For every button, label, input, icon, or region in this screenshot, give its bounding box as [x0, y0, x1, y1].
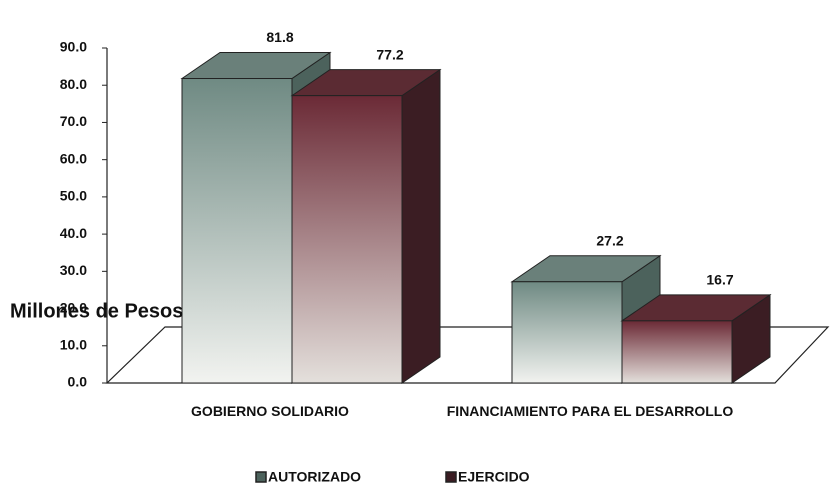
y-tick-label: 90.0	[60, 39, 87, 55]
y-axis-label: Millones de Pesos	[10, 300, 183, 322]
legend-label: EJERCIDO	[458, 469, 530, 485]
value-label: 81.8	[266, 29, 293, 45]
y-tick-label: 60.0	[60, 150, 87, 166]
bar	[620, 293, 772, 384]
y-tick-label: 10.0	[60, 336, 87, 352]
value-label: 77.2	[376, 46, 403, 62]
y-tick-label: 30.0	[60, 262, 87, 278]
y-tick-label: 80.0	[60, 76, 87, 92]
y-tick-label: 0.0	[68, 374, 88, 390]
y-tick-label: 50.0	[60, 188, 87, 204]
value-label: 16.7	[706, 272, 733, 288]
bar	[290, 68, 442, 384]
y-tick-label: 20.0	[60, 299, 87, 315]
bar-side	[401, 68, 441, 384]
y-tick-label: 70.0	[60, 113, 87, 129]
value-label: 27.2	[596, 232, 623, 248]
bar-front	[291, 95, 403, 384]
bar-front	[511, 281, 623, 384]
y-tick-label: 40.0	[60, 225, 87, 241]
bar-front	[181, 78, 293, 384]
x-tick-label: FINANCIAMIENTO PARA EL DESARROLLO	[446, 403, 734, 419]
bar-front	[621, 320, 733, 384]
legend-label: AUTORIZADO	[268, 469, 361, 485]
legend-swatch	[255, 471, 267, 483]
legend-swatch	[445, 471, 457, 483]
x-tick-label: GOBIERNO SOLIDARIO	[191, 403, 349, 419]
